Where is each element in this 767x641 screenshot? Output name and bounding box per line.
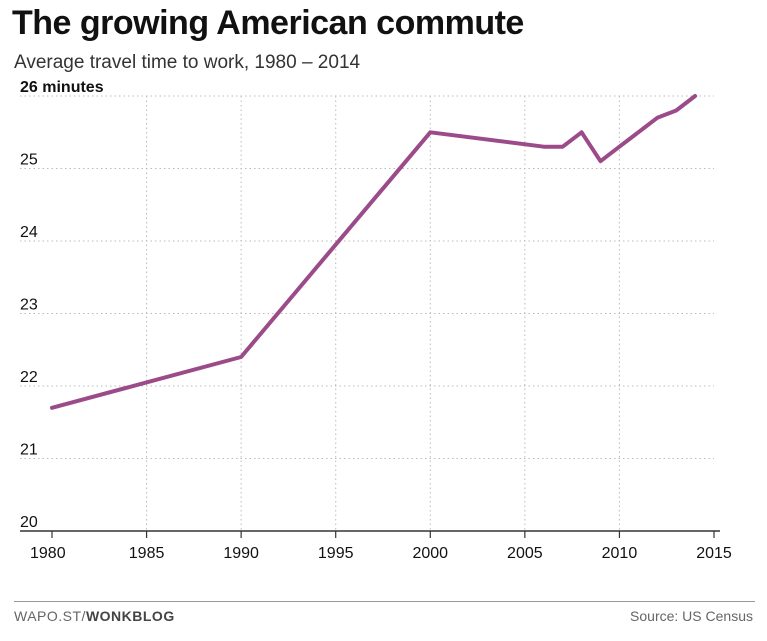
gridlines bbox=[20, 95, 714, 531]
chart-subtitle: Average travel time to work, 1980 – 2014 bbox=[14, 52, 361, 73]
x-tick-label: 1995 bbox=[318, 545, 354, 562]
x-tick-label: 2010 bbox=[602, 545, 638, 562]
chart-title: The growing American commute bbox=[12, 4, 524, 42]
footer-site-brand: WONKBLOG bbox=[85, 608, 175, 624]
x-tick-label: 2015 bbox=[696, 545, 732, 562]
y-tick-label: 20 bbox=[20, 514, 38, 531]
x-tick-label: 1985 bbox=[129, 545, 165, 562]
footer-site-prefix: WAPO.ST/ bbox=[14, 608, 86, 624]
y-tick-label: 21 bbox=[20, 442, 38, 459]
x-tick-label: 2005 bbox=[507, 545, 543, 562]
y-tick-label: 25 bbox=[20, 152, 38, 169]
footer-credit: WAPO.ST/WONKBLOG bbox=[14, 608, 175, 624]
axes bbox=[20, 530, 720, 538]
x-tick-label: 1990 bbox=[223, 545, 259, 562]
series-line-0 bbox=[50, 94, 698, 410]
y-tick-label: 26 minutes bbox=[20, 79, 104, 96]
tick-labels: 20 21 22 23 24 25 26 minutes 1980 1985 1990 1995 20… bbox=[20, 79, 732, 562]
series-layer bbox=[50, 94, 698, 410]
footer-divider bbox=[14, 601, 755, 602]
x-tick-label: 2000 bbox=[412, 545, 448, 562]
y-tick-label: 24 bbox=[20, 224, 38, 241]
y-tick-label: 23 bbox=[20, 297, 38, 314]
x-tick-label: 1980 bbox=[30, 545, 66, 562]
y-tick-label: 22 bbox=[20, 369, 38, 386]
footer-source: Source: US Census bbox=[630, 608, 753, 624]
